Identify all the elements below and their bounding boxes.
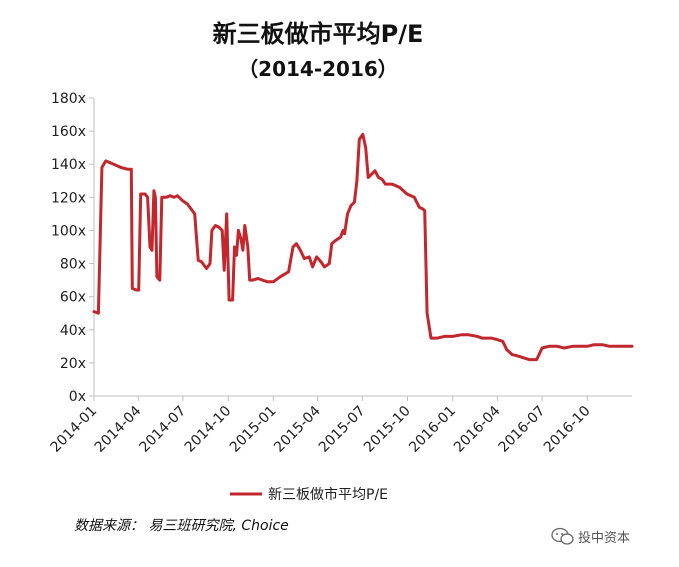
x-tick-label: 2015-07 xyxy=(316,403,369,456)
source-note: 数据来源： 易三班研究院, Choice xyxy=(74,518,289,534)
x-tick-label: 2015-01 xyxy=(227,403,280,456)
chart-title: 新三板做市平均P/E xyxy=(213,20,424,48)
y-tick-label: 80x xyxy=(60,257,86,273)
y-tick-label: 180x xyxy=(51,91,86,107)
wechat-icon xyxy=(551,527,574,545)
plot-area xyxy=(92,132,634,362)
x-tick-label: 2016-07 xyxy=(496,403,549,456)
y-tick-label: 120x xyxy=(51,190,86,206)
x-tick-label: 2016-04 xyxy=(451,403,504,456)
y-tick-label: 40x xyxy=(60,323,86,339)
x-tick-label: 2014-07 xyxy=(137,403,190,456)
y-tick-label: 100x xyxy=(51,223,86,239)
x-tick-label: 2014-04 xyxy=(92,403,145,456)
watermark: 投中资本 xyxy=(551,527,630,546)
y-tick-label: 60x xyxy=(60,290,86,306)
y-tick-label: 160x xyxy=(51,124,86,140)
y-axis: 0x 20x 40x 60x 80x 100x 120x 140x 160x 180x xyxy=(51,91,95,405)
x-tick-label: 2015-10 xyxy=(361,403,414,456)
x-tick-label: 2016-01 xyxy=(406,403,459,456)
y-tick-label: 0x xyxy=(69,389,86,405)
watermark-text: 投中资本 xyxy=(578,530,630,546)
legend: 新三板做市平均P/E xyxy=(230,486,388,503)
x-tick-label: 2015-04 xyxy=(271,403,324,456)
x-axis: 2014-012014-042014-072014-102015-012015-… xyxy=(48,395,632,456)
legend-label: 新三板做市平均P/E xyxy=(268,486,388,503)
x-tick-label: 2016-10 xyxy=(541,403,594,456)
x-tick-label: 2014-10 xyxy=(182,403,235,456)
chart-subtitle: （2014-2016） xyxy=(238,57,398,81)
y-tick-label: 20x xyxy=(60,356,86,372)
y-tick-label: 140x xyxy=(51,157,86,173)
series-line xyxy=(92,132,634,362)
x-tick-label: 2014-01 xyxy=(48,403,101,456)
